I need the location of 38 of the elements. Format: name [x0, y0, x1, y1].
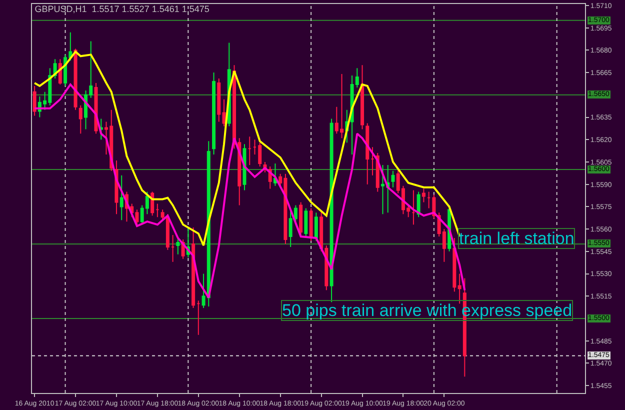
candlestick [330, 118, 334, 303]
candlestick [294, 204, 298, 222]
candlestick [166, 214, 170, 250]
candlestick [99, 118, 103, 140]
candlestick [258, 142, 262, 167]
candlestick [120, 174, 124, 221]
candlestick [160, 209, 164, 221]
candlestick [217, 78, 221, 122]
candlestick [212, 72, 216, 156]
candlestick [309, 208, 313, 242]
candlestick [422, 188, 426, 203]
candlestick [252, 139, 256, 156]
candlestick [273, 162, 277, 186]
candlestick [427, 191, 431, 209]
candlestick [176, 238, 180, 255]
candlestick [366, 122, 370, 185]
chart-title: GBPUSD,H1 1.5517 1.5527 1.5461 1.5475 [34, 4, 210, 14]
candlestick [416, 191, 420, 218]
candlestick [458, 273, 462, 304]
candlestick [74, 48, 78, 110]
candlestick [360, 64, 364, 130]
candlestick [248, 136, 252, 166]
candlestick [156, 203, 160, 218]
candlestick [288, 209, 292, 248]
candlestick [196, 300, 200, 336]
candlestick [391, 170, 395, 188]
candlestick [192, 227, 196, 309]
candlestick [78, 104, 82, 134]
candlestick [171, 234, 175, 262]
annotation: train left station [459, 229, 574, 248]
candlestick [299, 202, 303, 236]
candlestick [412, 190, 416, 226]
candlestick [32, 85, 36, 116]
candlestick [304, 208, 308, 238]
candlestick [222, 98, 226, 127]
candlestick [370, 146, 374, 176]
line-series [34, 50, 461, 246]
candlestick [452, 238, 456, 292]
